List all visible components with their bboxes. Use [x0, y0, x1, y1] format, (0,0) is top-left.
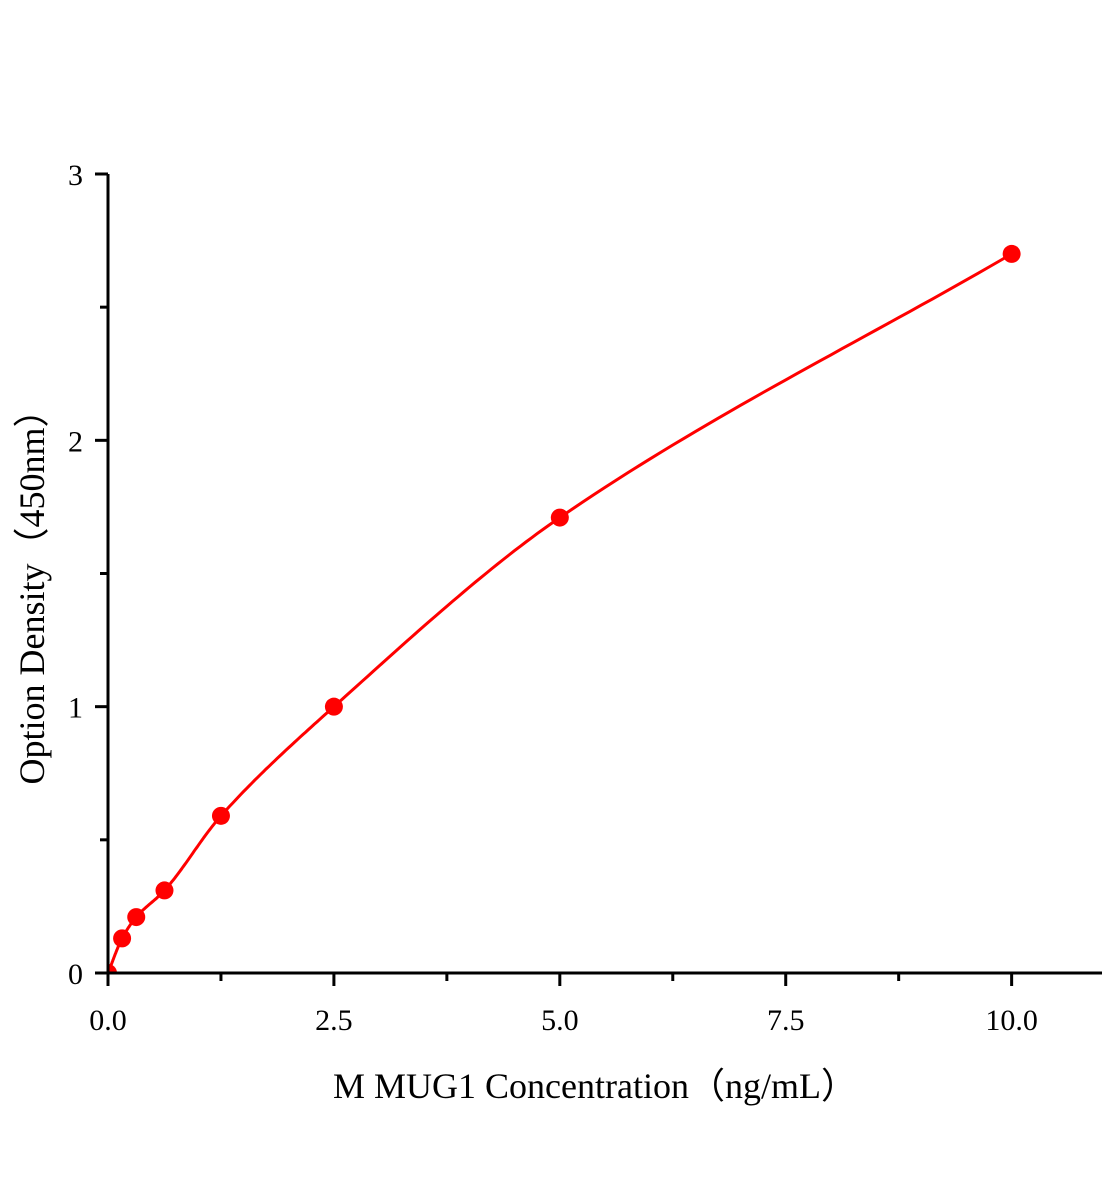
y-tick-label: 3 — [68, 159, 83, 192]
data-point — [108, 964, 117, 973]
x-tick-label: 10.0 — [985, 1004, 1038, 1037]
plot-area — [108, 244, 1021, 973]
data-point — [127, 908, 146, 927]
data-point — [155, 881, 174, 900]
fit-curve — [108, 252, 1013, 973]
x-tick-label: 7.5 — [767, 1004, 805, 1037]
data-point — [324, 697, 343, 716]
y-axis-title: Option Density（450nm） — [12, 392, 52, 785]
x-tick-label: 2.5 — [315, 1004, 353, 1037]
data-point — [550, 508, 569, 527]
y-tick-label: 1 — [68, 692, 83, 725]
x-axis-title: M MUG1 Concentration（ng/mL） — [333, 1066, 857, 1106]
data-point — [211, 806, 230, 825]
x-tick-label: 0.0 — [89, 1004, 127, 1037]
y-tick-label: 2 — [68, 425, 83, 458]
data-point — [113, 929, 132, 948]
axes: 0.0 2.5 5.0 7.5 10.0 0 1 2 3 — [68, 159, 1102, 1037]
x-tick-label: 5.0 — [541, 1004, 579, 1037]
data-point — [1002, 244, 1021, 263]
y-tick-label: 0 — [68, 958, 83, 991]
